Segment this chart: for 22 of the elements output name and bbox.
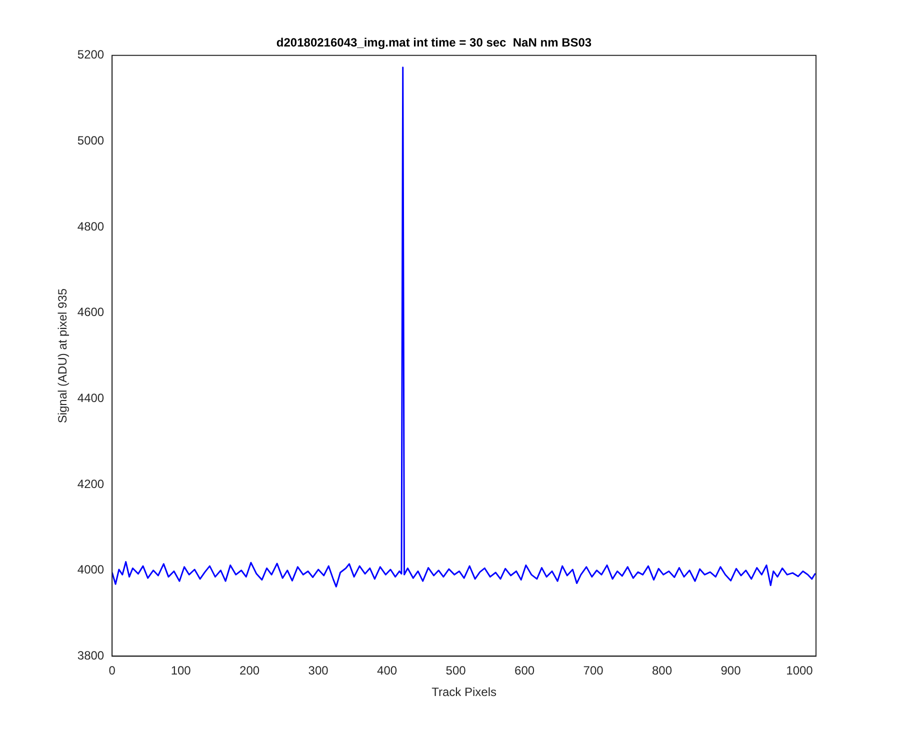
x-tick-label: 700: [583, 664, 604, 678]
y-tick-label: 4200: [77, 476, 104, 491]
x-tick-label: 600: [514, 664, 535, 678]
x-tick-label: 300: [308, 664, 329, 678]
x-tick-label: 500: [446, 664, 466, 678]
x-tick-label: 400: [377, 664, 398, 678]
y-tick-label: 5000: [77, 134, 104, 148]
x-tick-label: 100: [170, 664, 192, 678]
x-axis-title: Track Pixels: [432, 685, 496, 700]
x-tick-label: 200: [240, 664, 260, 678]
y-tick-label: 4600: [77, 305, 104, 320]
x-tick-label: 800: [652, 664, 672, 678]
y-tick-label: 4800: [77, 219, 104, 234]
x-tick-label: 0: [108, 664, 116, 678]
y-tick-label: 4000: [77, 562, 104, 577]
y-tick-label: 5200: [77, 48, 104, 62]
x-tick-label: 900: [720, 664, 742, 678]
y-tick-label: 3800: [77, 648, 104, 663]
y-axis-title: Signal (ADU) at pixel 935: [56, 288, 70, 424]
chart-title: d20180216043_img.mat int time = 30 sec NaN nm BS03: [276, 36, 592, 50]
y-tick-label: 4400: [77, 391, 104, 406]
x-tick-label: 1000: [786, 664, 814, 678]
